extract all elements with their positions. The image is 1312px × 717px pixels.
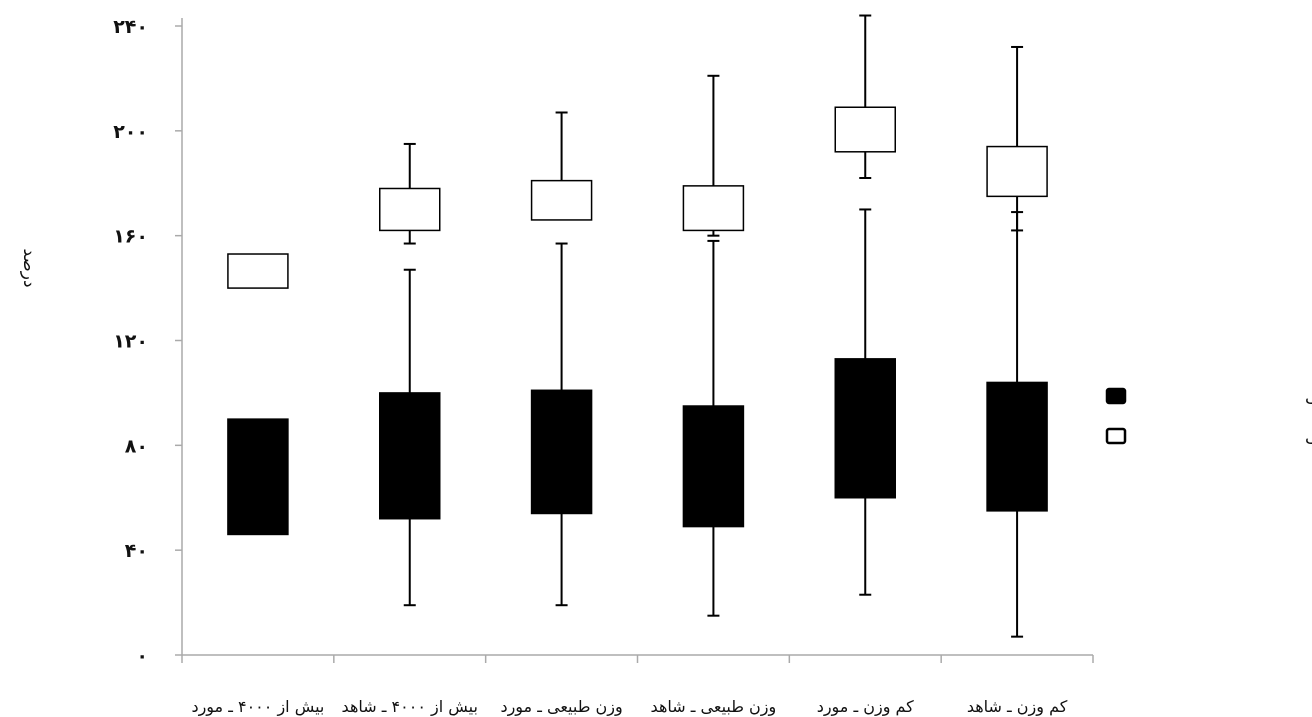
box-lean-mass <box>986 381 1048 512</box>
y-axis-label: درصد <box>19 248 39 287</box>
box-fat-mass <box>834 106 896 153</box>
x-category-label: کم وزن ـ شاهد <box>967 697 1068 717</box>
box-lean-mass <box>379 392 441 520</box>
x-category-label: وزن طبیعی ـ شاهد <box>651 697 777 717</box>
y-tick-label: ۰ <box>136 645 148 667</box>
y-tick-label: ۴۰ <box>125 540 148 562</box>
y-tick-label: ۱۲۰ <box>113 331 148 353</box>
legend-label: توده چربی <box>1305 427 1312 447</box>
box-lean-mass <box>834 358 896 499</box>
box-fat-mass <box>379 187 441 232</box>
x-category-label: بیش از ۴۰۰۰ ـ مورد <box>191 697 324 717</box>
y-tick-label: ۲۴۰ <box>113 16 148 38</box>
box-fat-mass <box>986 145 1048 198</box>
legend-swatch <box>1105 427 1127 445</box>
box-lean-mass <box>530 389 593 515</box>
legend: توده بدون چربی توده چربی <box>1105 387 1312 447</box>
legend-label: توده بدون چربی <box>1305 387 1312 407</box>
box-fat-mass <box>227 253 289 289</box>
legend-swatch <box>1105 387 1127 405</box>
box-fat-mass <box>682 185 745 232</box>
box-lean-mass <box>682 405 745 528</box>
plot-area <box>227 14 1048 638</box>
box-lean-mass <box>227 418 289 536</box>
y-tick-label: ۲۰۰ <box>113 121 148 143</box>
x-category-label: بیش از ۴۰۰۰ ـ شاهد <box>342 697 478 717</box>
box-fat-mass <box>530 179 593 221</box>
y-tick-label: ۸۰ <box>125 435 148 457</box>
axes: ۰ ۴۰ ۸۰ ۱۲۰ ۱۶۰ ۲۰۰ ۲۴۰ کم وزن ـ شاهد کم وزن ـ م… <box>113 16 1094 717</box>
y-tick-label: ۱۶۰ <box>113 226 148 248</box>
x-category-label: کم وزن ـ مورد <box>817 697 914 717</box>
x-category-label: وزن طبیعی ـ مورد <box>500 697 622 717</box>
